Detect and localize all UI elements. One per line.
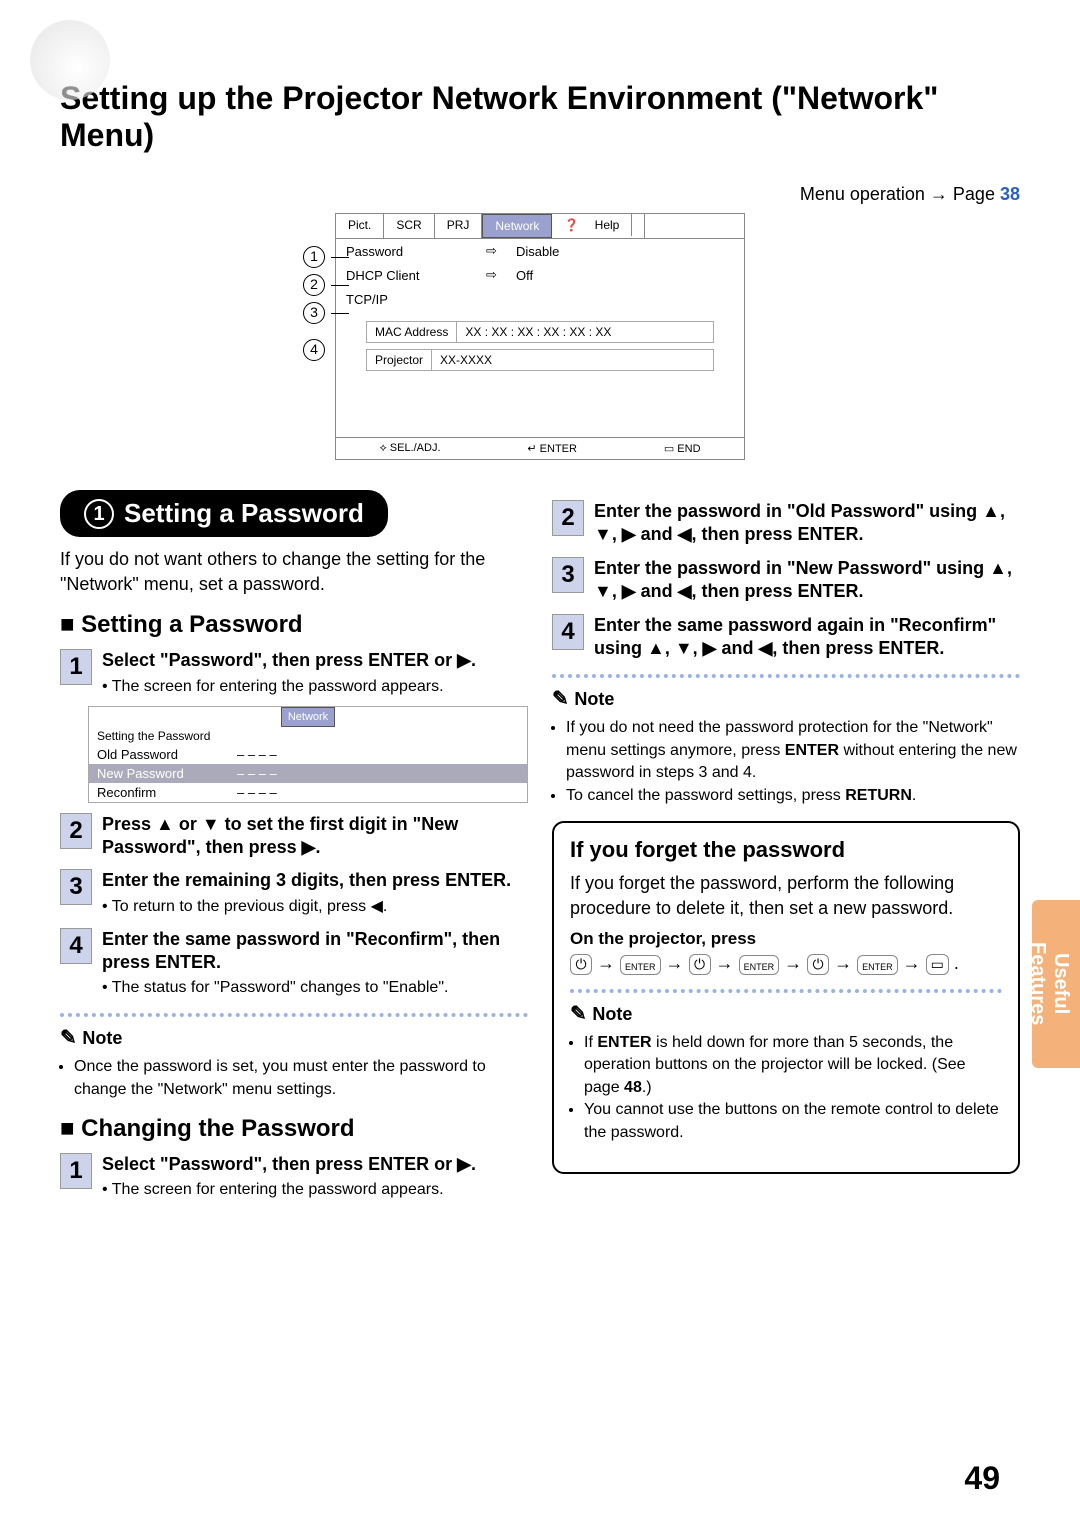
note-title: Note (552, 686, 1020, 711)
intro-text: If you do not want others to change the … (60, 547, 528, 597)
side-tab: Useful Features (1032, 900, 1080, 1068)
tab-prj: PRJ (435, 214, 483, 238)
step-text: Select "Password", then press ENTER or ▶… (102, 649, 476, 697)
step-number: 3 (552, 557, 584, 593)
projector-value: XX-XXXX (432, 350, 713, 370)
step-number: 1 (60, 649, 92, 685)
seq-arrow: → (898, 953, 926, 973)
key-sequence: ⏻ → ENTER → ⏻ → ENTER → ⏻ → ENTER → ▭ . (570, 953, 1002, 975)
step-sub: To return to the previous digit, press ◀… (102, 897, 511, 918)
tab-scr: SCR (384, 214, 434, 238)
menu-op-text: Menu operation → Page (800, 184, 1000, 204)
key-button: ENTER (739, 955, 780, 975)
step-text: Press ▲ or ▼ to set the first digit in "… (102, 813, 528, 860)
network-menu-box: Pict. SCR PRJ Network ❓ Help Password ⇨ … (335, 213, 745, 460)
step-sub: The status for "Password" changes to "En… (102, 978, 528, 999)
heading-setting: Setting a Password (60, 611, 528, 639)
mac-value: XX : XX : XX : XX : XX : XX (457, 322, 713, 342)
nav-end: ▭ END (664, 442, 701, 455)
step-sub: The screen for entering the password app… (102, 1180, 476, 1201)
step-text: Select "Password", then press ENTER or ▶… (102, 1153, 476, 1201)
menu-op-page: 38 (1000, 184, 1020, 204)
step-text: Enter the password in "New Password" usi… (594, 557, 1020, 604)
note-item: Once the password is set, you must enter… (74, 1056, 528, 1101)
key-button: ⏻ (807, 954, 829, 975)
netrow-label: DHCP Client (346, 268, 486, 283)
note-item: You cannot use the buttons on the remote… (584, 1099, 1002, 1144)
step-number: 2 (60, 813, 92, 849)
note-title: Note (60, 1025, 528, 1050)
note-item: To cancel the password settings, press R… (566, 785, 1020, 807)
nav-enter: ↵ ENTER (527, 442, 577, 455)
seq-arrow: . (949, 953, 959, 973)
left-column: 1 Setting a Password If you do not want … (60, 490, 528, 1209)
seq-arrow: → (779, 953, 807, 973)
key-button: ⏻ (689, 954, 711, 975)
tab-pict: Pict. (336, 214, 384, 238)
page-title: Setting up the Projector Network Environ… (60, 80, 1020, 154)
right-column: 2 Enter the password in "Old Password" u… (552, 490, 1020, 1209)
step-sub: The screen for entering the password app… (102, 677, 476, 698)
menu-operation-ref: Menu operation → Page 38 (60, 184, 1020, 205)
arrow-icon: ⇨ (486, 267, 516, 283)
tab-help: ❓ Help (552, 214, 645, 238)
step-text: Enter the password in "Old Password" usi… (594, 500, 1020, 547)
seq-arrow: → (592, 953, 620, 973)
note-block-3: Note If ENTER is held down for more than… (570, 989, 1002, 1144)
step-text: Enter the remaining 3 digits, then press… (102, 869, 511, 917)
step-number: 4 (60, 928, 92, 964)
note-title: Note (570, 1001, 1002, 1026)
key-button: ⏻ (570, 954, 592, 975)
step-number: 4 (552, 614, 584, 650)
note-block-2: Note If you do not need the password pro… (552, 674, 1020, 807)
decorative-arc (30, 20, 110, 100)
note-block-1: Note Once the password is set, you must … (60, 1013, 528, 1101)
netrow-label: Password (346, 244, 486, 259)
netrow-label: TCP/IP (346, 292, 486, 307)
projector-label: Projector (367, 350, 432, 370)
key-button: ENTER (857, 955, 898, 975)
arrow-icon: ⇨ (486, 243, 516, 259)
note-item: If you do not need the password protecti… (566, 717, 1020, 784)
step-number: 2 (552, 500, 584, 536)
callout-3: 3 (303, 302, 325, 324)
page-number: 49 (964, 1460, 1000, 1497)
netrow-val: Off (516, 268, 734, 283)
nav-seladj: ⟡ SEL./ADJ. (379, 442, 440, 455)
key-button: ENTER (620, 955, 661, 975)
forget-text: If you forget the password, perform the … (570, 871, 1002, 921)
password-entry-box: Network Setting the PasswordOld Password… (88, 706, 528, 803)
callout-1: 1 (303, 246, 325, 268)
tab-network: Network (482, 214, 552, 238)
seq-arrow: → (829, 953, 857, 973)
pill-num: 1 (84, 499, 114, 529)
step-text: Enter the same password again in "Reconf… (594, 614, 1020, 661)
callout-2: 2 (303, 274, 325, 296)
step-number: 1 (60, 1153, 92, 1189)
step-text: Enter the same password in "Reconfirm", … (102, 928, 528, 1000)
step-number: 3 (60, 869, 92, 905)
key-button: ▭ (926, 954, 949, 975)
forget-title: If you forget the password (570, 837, 1002, 863)
note-item: If ENTER is held down for more than 5 se… (584, 1032, 1002, 1099)
pill-text: Setting a Password (124, 498, 364, 529)
seq-arrow: → (711, 953, 739, 973)
netrow-val: Disable (516, 244, 734, 259)
forget-password-box: If you forget the password If you forget… (552, 821, 1020, 1174)
heading-changing: Changing the Password (60, 1115, 528, 1143)
seq-arrow: → (661, 953, 689, 973)
mac-label: MAC Address (367, 322, 457, 342)
section-pill: 1 Setting a Password (60, 490, 388, 537)
callout-4: 4 (303, 339, 325, 361)
forget-on: On the projector, press (570, 929, 1002, 949)
